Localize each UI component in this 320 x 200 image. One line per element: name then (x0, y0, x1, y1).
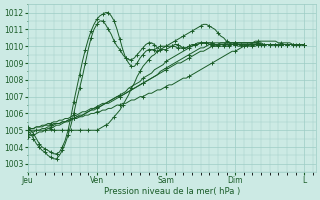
X-axis label: Pression niveau de la mer( hPa ): Pression niveau de la mer( hPa ) (104, 187, 240, 196)
